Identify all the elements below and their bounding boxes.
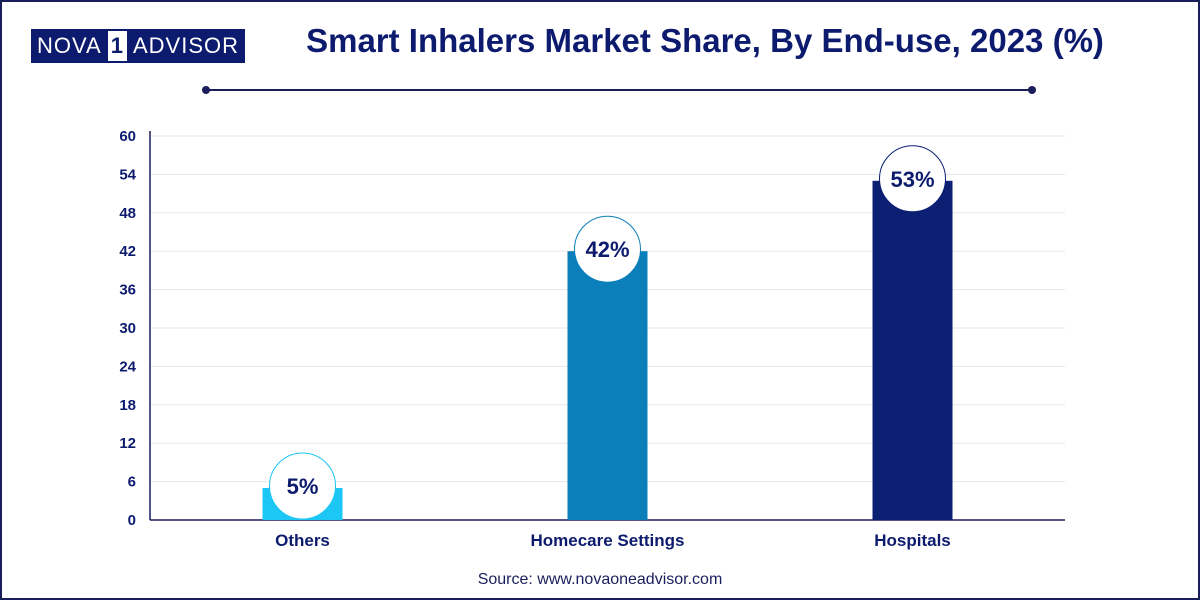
bar-homecare-settings <box>567 251 648 520</box>
data-label-bubble <box>879 145 946 213</box>
chart-title: Smart Inhalers Market Share, By End-use,… <box>306 22 1104 59</box>
data-label: 5% <box>287 474 319 499</box>
source-note: Source: www.novaoneadvisor.com <box>477 571 723 588</box>
data-label: 42% <box>585 237 629 262</box>
brand-logo-one: 1 <box>105 29 129 63</box>
y-tick-labels: 0 6 12 18 24 30 36 42 48 54 60 <box>119 128 136 529</box>
y-tick-label: 48 <box>119 205 136 222</box>
x-tick-label: Others <box>275 531 330 550</box>
y-tick-label: 0 <box>128 512 136 529</box>
y-tick-label: 54 <box>119 166 136 183</box>
brand-logo-nova: NOVA <box>31 29 106 63</box>
y-tick-label: 18 <box>119 397 136 414</box>
y-tick-label: 60 <box>119 128 136 145</box>
title-divider <box>206 89 1032 91</box>
divider-dot-right <box>1028 86 1036 94</box>
y-tick-label: 42 <box>119 243 136 260</box>
brand-logo-advisor: ADVISOR <box>128 29 245 63</box>
data-label: 53% <box>890 167 934 192</box>
bar-hospitals <box>872 180 953 521</box>
brand-logo: NOVA 1 ADVISOR <box>31 29 245 63</box>
x-tick-label: Homecare Settings <box>531 531 685 550</box>
data-label-bubble <box>574 215 641 283</box>
x-tick-label: Hospitals <box>874 531 951 550</box>
divider-dot-left <box>202 86 210 94</box>
y-tick-label: 6 <box>128 474 136 491</box>
y-tick-label: 36 <box>119 282 136 299</box>
y-tick-label: 24 <box>119 358 136 375</box>
x-tick-labels: Others Homecare Settings Hospitals <box>275 531 951 550</box>
y-tick-label: 30 <box>119 320 136 337</box>
y-tick-label: 12 <box>119 435 136 452</box>
data-labels: 5% 42% 53% <box>269 145 946 520</box>
data-label-bubble <box>269 452 336 520</box>
